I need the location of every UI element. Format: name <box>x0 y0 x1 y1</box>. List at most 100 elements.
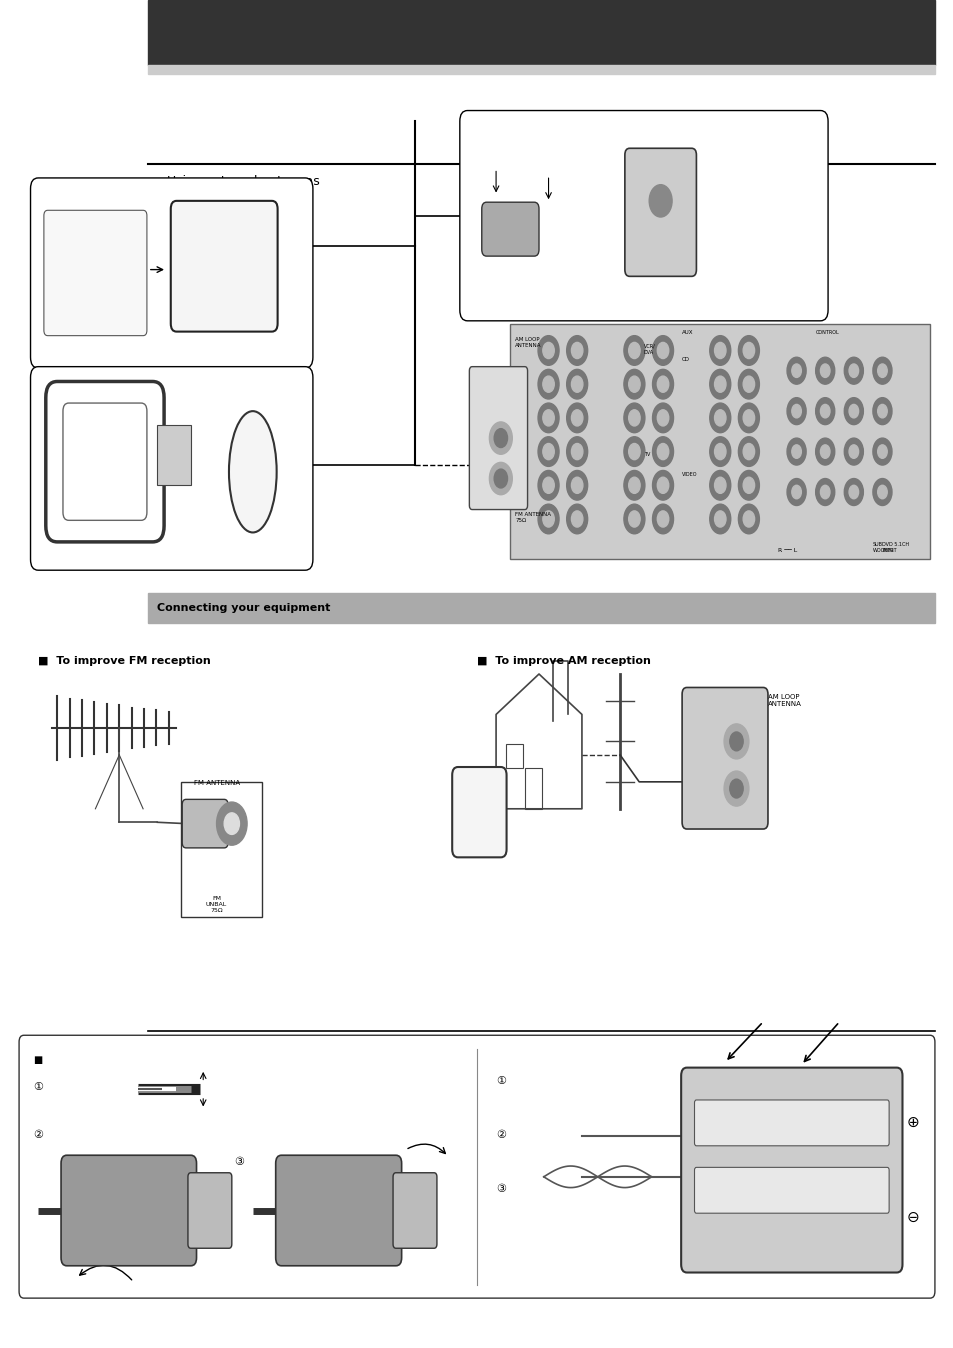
Circle shape <box>843 479 862 506</box>
Circle shape <box>843 438 862 465</box>
Circle shape <box>494 429 507 448</box>
Bar <box>181 782 262 917</box>
Bar <box>505 744 522 768</box>
Circle shape <box>566 504 587 534</box>
Circle shape <box>714 342 725 359</box>
Circle shape <box>848 445 858 458</box>
Circle shape <box>877 364 886 377</box>
Circle shape <box>877 404 886 418</box>
Bar <box>157 425 191 485</box>
Circle shape <box>742 410 754 426</box>
Bar <box>148 65 934 74</box>
Circle shape <box>537 437 558 466</box>
Circle shape <box>623 470 644 500</box>
Text: ①: ① <box>33 1082 43 1092</box>
Circle shape <box>489 422 512 454</box>
Circle shape <box>566 403 587 433</box>
Circle shape <box>714 410 725 426</box>
Circle shape <box>571 376 582 392</box>
Circle shape <box>729 779 742 798</box>
Circle shape <box>571 477 582 493</box>
Circle shape <box>815 438 834 465</box>
Circle shape <box>628 477 639 493</box>
Circle shape <box>652 504 673 534</box>
Circle shape <box>742 342 754 359</box>
FancyBboxPatch shape <box>30 178 313 368</box>
Circle shape <box>848 364 858 377</box>
FancyBboxPatch shape <box>393 1173 436 1248</box>
Circle shape <box>714 376 725 392</box>
FancyBboxPatch shape <box>19 1035 934 1298</box>
Text: Connecting your equipment: Connecting your equipment <box>157 603 331 613</box>
Circle shape <box>872 479 891 506</box>
Circle shape <box>628 376 639 392</box>
Circle shape <box>872 398 891 425</box>
Circle shape <box>714 511 725 527</box>
Circle shape <box>566 470 587 500</box>
Circle shape <box>791 445 801 458</box>
Circle shape <box>224 813 239 834</box>
Text: FM ANTENNA: FM ANTENNA <box>193 780 239 786</box>
FancyBboxPatch shape <box>171 201 277 332</box>
Circle shape <box>738 336 759 365</box>
Circle shape <box>537 336 558 365</box>
Circle shape <box>791 364 801 377</box>
FancyBboxPatch shape <box>459 111 827 321</box>
FancyBboxPatch shape <box>452 767 506 857</box>
Text: ⊖: ⊖ <box>905 1209 918 1225</box>
Text: AM LOOP
ANTENNA: AM LOOP ANTENNA <box>515 337 541 348</box>
Circle shape <box>628 410 639 426</box>
Circle shape <box>623 504 644 534</box>
Circle shape <box>738 504 759 534</box>
Circle shape <box>623 369 644 399</box>
Text: ②: ② <box>33 1130 43 1139</box>
Circle shape <box>738 470 759 500</box>
FancyBboxPatch shape <box>624 148 696 276</box>
Circle shape <box>657 342 668 359</box>
Circle shape <box>542 410 554 426</box>
Circle shape <box>652 369 673 399</box>
Circle shape <box>848 404 858 418</box>
Circle shape <box>786 479 805 506</box>
Bar <box>148 0 934 65</box>
FancyBboxPatch shape <box>182 799 228 848</box>
Circle shape <box>723 771 748 806</box>
Circle shape <box>542 511 554 527</box>
Text: VIDEO: VIDEO <box>681 472 697 477</box>
FancyBboxPatch shape <box>481 202 538 256</box>
Circle shape <box>571 443 582 460</box>
Circle shape <box>791 404 801 418</box>
FancyBboxPatch shape <box>30 367 313 570</box>
FancyBboxPatch shape <box>44 210 147 336</box>
Text: AM LOOP
ANTENNA: AM LOOP ANTENNA <box>767 694 801 708</box>
FancyBboxPatch shape <box>61 1155 196 1266</box>
Circle shape <box>709 336 730 365</box>
Circle shape <box>542 443 554 460</box>
Text: FM
UNBAL
75Ω: FM UNBAL 75Ω <box>206 896 227 913</box>
FancyBboxPatch shape <box>694 1167 888 1213</box>
Text: Using external antennas: Using external antennas <box>167 175 319 189</box>
Circle shape <box>820 485 829 499</box>
Circle shape <box>623 403 644 433</box>
Circle shape <box>742 443 754 460</box>
Circle shape <box>786 357 805 384</box>
Text: ③: ③ <box>233 1157 243 1166</box>
Circle shape <box>657 477 668 493</box>
Circle shape <box>657 443 668 460</box>
Circle shape <box>566 437 587 466</box>
Circle shape <box>843 357 862 384</box>
Circle shape <box>820 445 829 458</box>
Circle shape <box>571 342 582 359</box>
Circle shape <box>723 724 748 759</box>
Circle shape <box>714 443 725 460</box>
Circle shape <box>738 403 759 433</box>
FancyBboxPatch shape <box>681 687 767 829</box>
FancyBboxPatch shape <box>46 381 164 542</box>
Circle shape <box>709 369 730 399</box>
Text: CD: CD <box>681 357 689 363</box>
Text: ①: ① <box>496 1076 505 1085</box>
Circle shape <box>738 369 759 399</box>
Bar <box>524 768 541 809</box>
Circle shape <box>566 369 587 399</box>
Circle shape <box>657 410 668 426</box>
